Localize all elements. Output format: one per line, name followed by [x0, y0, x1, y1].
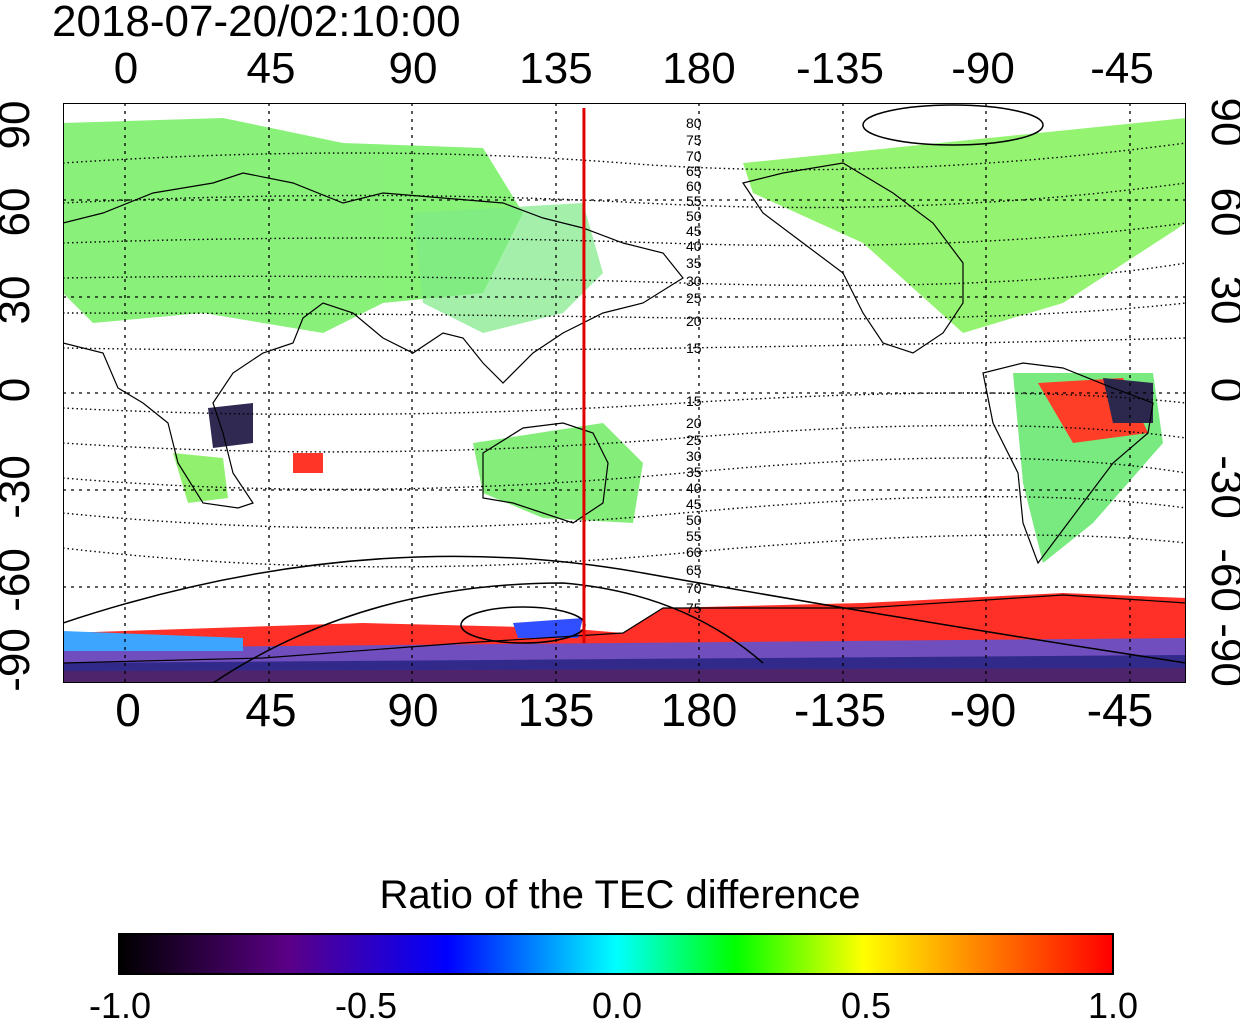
top-lon-label: 45 [246, 44, 296, 93]
contour-label: 65 [686, 163, 702, 179]
colorbar-tick-label: 1.0 [1087, 985, 1139, 1026]
right-lat-label: -30 [1202, 455, 1240, 519]
contour-label: 45 [686, 223, 702, 239]
contour-label: 55 [686, 193, 702, 209]
contour-label: 75 [686, 132, 702, 148]
contour-label: 65 [686, 562, 702, 578]
bottom-lon-label: 90 [387, 684, 439, 736]
top-lon-label: 180 [662, 44, 736, 93]
coastline-layer [63, 162, 1186, 664]
contour-label: 25 [686, 290, 702, 306]
tec-ratio-map: 80 75 70 65 60 55 50 45 40 35 30 25 20 1… [63, 103, 1186, 683]
contour-label: 45 [686, 496, 702, 512]
contour-label: 40 [686, 480, 702, 496]
top-lon-label: 0 [113, 44, 139, 93]
contour-label: 55 [686, 528, 702, 544]
right-lat-label: -90 [1202, 623, 1240, 687]
bottom-lon-label: -135 [793, 684, 887, 736]
bottom-lon-label: 0 [115, 684, 141, 736]
top-lon-label: 90 [388, 44, 438, 93]
top-lon-label: -90 [951, 44, 1015, 93]
plot-title: 2018-07-20/02:10:00 [52, 0, 461, 46]
left-lat-label: 60 [0, 187, 39, 237]
contour-label: 20 [686, 313, 702, 329]
contour-label: 80 [686, 115, 702, 131]
contour-label: 75 [686, 600, 702, 616]
top-lon-label: -45 [1090, 44, 1154, 93]
contour-label: 35 [686, 255, 702, 271]
contour-label: 70 [686, 580, 702, 596]
left-lat-label: -60 [0, 548, 39, 612]
bottom-lon-label: 135 [517, 684, 595, 736]
top-lon-label: -135 [795, 44, 885, 93]
contour-label: 15 [686, 340, 702, 356]
bottom-lon-label: -90 [949, 684, 1017, 736]
contour-label: 30 [686, 273, 702, 289]
contour-label: 50 [686, 512, 702, 528]
contour-label: 60 [686, 178, 702, 194]
contour-label: 20 [686, 415, 702, 431]
contour-label: 15 [686, 393, 702, 409]
magnetic-contours [63, 142, 1186, 568]
colorbar-tick-label: 0.5 [840, 985, 892, 1026]
southern-contours [63, 104, 1186, 683]
right-lat-label: 30 [1202, 275, 1240, 325]
colorbar [118, 933, 1114, 975]
graticule [63, 103, 1186, 683]
right-lat-label: 0 [1201, 340, 1240, 440]
left-lat-label: 90 [0, 100, 39, 150]
colorbar-tick-label: -0.5 [334, 985, 398, 1026]
left-lat-label: -90 [0, 628, 39, 692]
contour-label: 30 [686, 448, 702, 464]
contour-label: 60 [686, 544, 702, 560]
left-lat-label: -30 [0, 455, 39, 519]
bottom-lon-label: -45 [1086, 684, 1154, 736]
right-lat-label: 60 [1202, 187, 1240, 237]
contour-label-group: 80 75 70 65 60 55 50 45 40 35 30 25 20 1… [686, 115, 702, 616]
contour-label: 25 [686, 432, 702, 448]
left-lat-label: 30 [0, 275, 39, 325]
bottom-lon-label: 180 [660, 684, 738, 736]
colorbar-title: Ratio of the TEC difference [379, 873, 861, 917]
left-lat-label: 0 [0, 345, 40, 435]
colorbar-tick-label: -1.0 [88, 985, 152, 1026]
contour-label: 70 [686, 148, 702, 164]
right-lat-label: 90 [1202, 97, 1240, 147]
tec-data-layer [63, 118, 1186, 683]
top-lon-label: 135 [519, 44, 593, 93]
contour-label: 50 [686, 208, 702, 224]
colorbar-tick-label: 0.0 [591, 985, 643, 1026]
bottom-lon-label: 45 [245, 684, 297, 736]
contour-label: 35 [686, 464, 702, 480]
contour-label: 40 [686, 238, 702, 254]
